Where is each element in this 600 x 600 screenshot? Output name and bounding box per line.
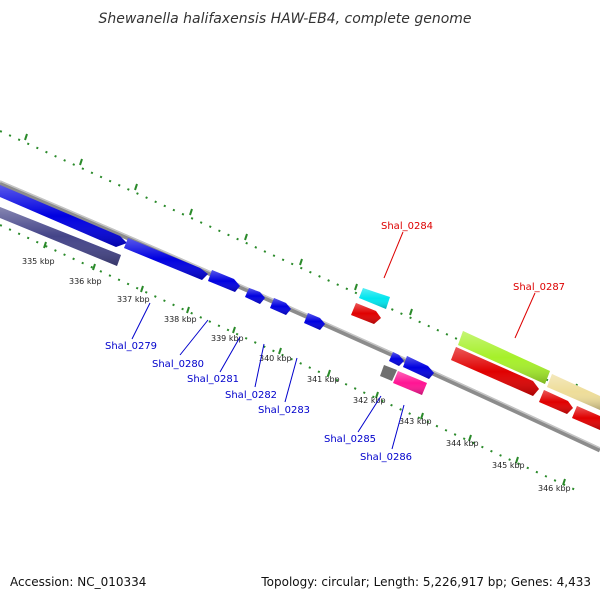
rna-features bbox=[0, 207, 121, 266]
genome-backbone bbox=[0, 180, 600, 453]
scale-label: 340 kbp bbox=[259, 354, 292, 363]
gene-label: Shal_0279 bbox=[105, 341, 157, 352]
scale-label: 345 kbp bbox=[492, 461, 525, 470]
scale-label: 336 kbp bbox=[69, 277, 102, 286]
gene-label: Shal_0283 bbox=[258, 405, 310, 416]
misc-features bbox=[359, 288, 600, 410]
map-title: Shewanella halifaxensis HAW-EB4, complet… bbox=[98, 11, 471, 27]
inner-tick-ring bbox=[0, 224, 581, 493]
scale-label: 344 kbp bbox=[446, 439, 479, 448]
reverse-strand-features bbox=[351, 303, 600, 430]
gene-label: Shal_0282 bbox=[225, 390, 277, 401]
forward-strand-features bbox=[0, 185, 434, 379]
gene-label: Shal_0280 bbox=[152, 359, 204, 370]
scale-label: 341 kbp bbox=[307, 375, 340, 384]
scale-label: 342 kbp bbox=[353, 396, 386, 405]
scale-label: 337 kbp bbox=[117, 295, 150, 304]
genome-summary: Topology: circular; Length: 5,226,917 bp… bbox=[260, 575, 591, 589]
gene-label: Shal_0285 bbox=[324, 434, 376, 445]
gene-label: Shal_0287 bbox=[513, 282, 565, 293]
scale-label: 335 kbp bbox=[22, 257, 55, 266]
scale-label: 346 kbp bbox=[538, 484, 571, 493]
accession-label: Accession: NC_010334 bbox=[10, 575, 146, 589]
scale-label: 343 kbp bbox=[399, 417, 432, 426]
scale-labels: 335 kbp 336 kbp 337 kbp 338 kbp 339 kbp … bbox=[22, 257, 571, 493]
label-leader-lines bbox=[131, 231, 536, 450]
gene-label: Shal_0284 bbox=[381, 221, 433, 232]
scale-label: 338 kbp bbox=[164, 315, 197, 324]
gene-label: Shal_0286 bbox=[360, 452, 412, 463]
grey-feature bbox=[380, 365, 397, 381]
gene-label: Shal_0281 bbox=[187, 374, 239, 385]
gene-labels: Shal_0279 Shal_0280 Shal_0281 Shal_0282 … bbox=[105, 221, 565, 463]
scale-label: 339 kbp bbox=[211, 334, 244, 343]
